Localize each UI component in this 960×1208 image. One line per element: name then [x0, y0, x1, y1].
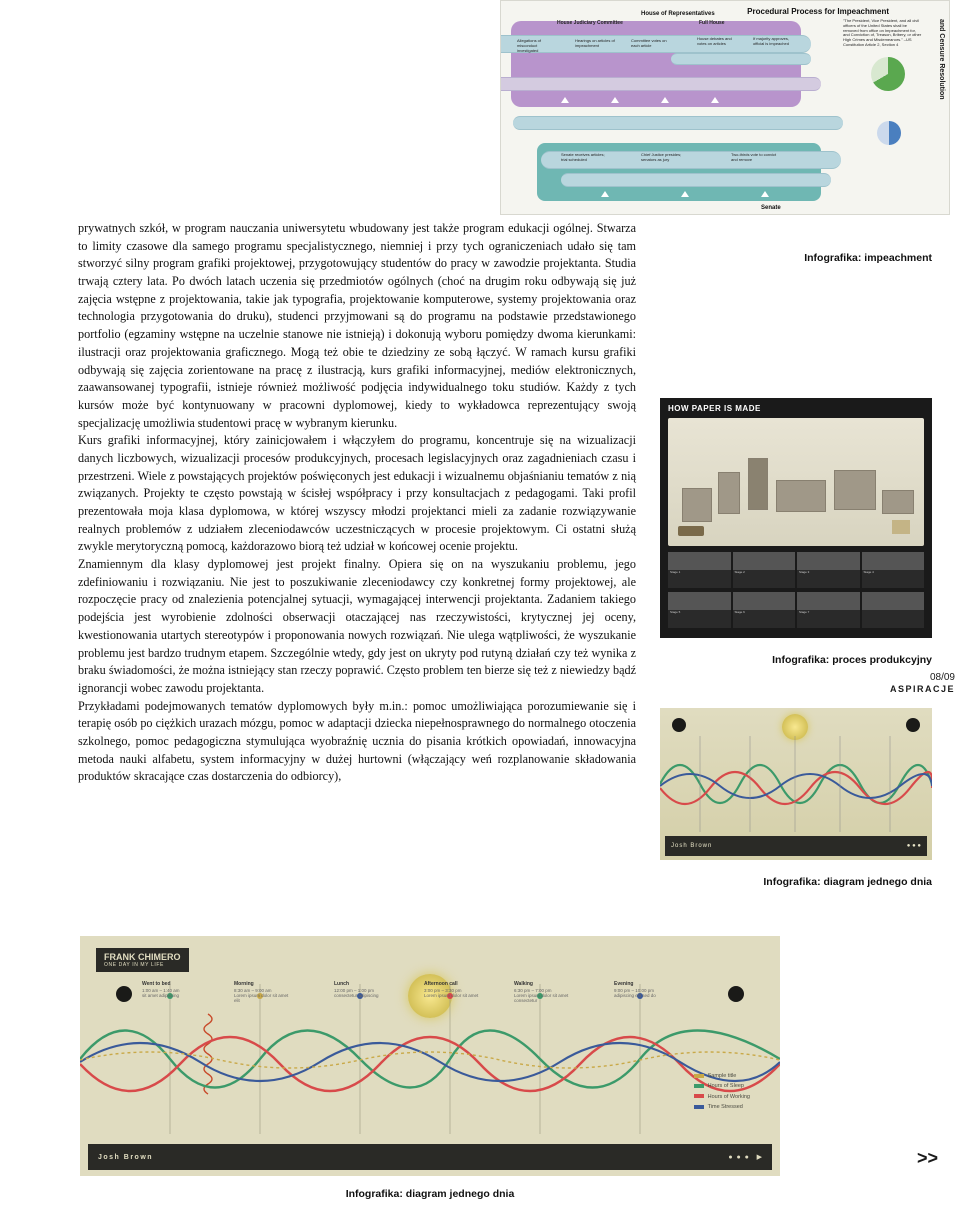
wave-chart-large — [80, 984, 780, 1134]
caption-day-bottom: Infografika: diagram jednego dnia — [300, 1188, 560, 1200]
tri-icon — [681, 191, 689, 197]
wave-chart — [660, 736, 932, 832]
tri-icon — [661, 97, 669, 103]
ribbon-lower — [513, 116, 843, 130]
house-label: House of Representatives — [641, 11, 715, 17]
machine-icon — [776, 480, 826, 512]
log-icon — [678, 526, 704, 536]
majority-pie-icon — [877, 121, 901, 145]
next-page-arrow[interactable]: >> — [917, 1148, 938, 1169]
stage: Stage 7 — [797, 592, 860, 628]
stage: Stage 4 — [862, 552, 925, 588]
isometric-view — [668, 418, 924, 546]
tri-icon — [561, 97, 569, 103]
name-band: Josh Brown ● ● ● — [665, 836, 927, 856]
stage: Stage 5 — [668, 592, 731, 628]
author-box: FRANK CHIMERO ONE DAY IN MY LIFE — [96, 948, 189, 972]
band-name: Josh Brown — [98, 1154, 153, 1161]
stage — [862, 592, 925, 628]
annotation: Went to bed 1:00 am – 1:40 am sit amet a… — [142, 982, 200, 998]
annotation: Walking 6:30 pm – 7:00 pm Lorem ipsum do… — [514, 982, 572, 1003]
stage-strip-2: Stage 5 Stage 6 Stage 7 — [668, 592, 924, 628]
annotation: Morning 8:30 am – 9:00 am Lorem ipsum do… — [234, 982, 292, 1003]
stage: Stage 3 — [797, 552, 860, 588]
node-4: House debates and votes on articles — [697, 37, 741, 47]
node-s3: Two-thirds vote to convict and remove — [731, 153, 781, 163]
caption-day-right: Infografika: diagram jednego dnia — [763, 876, 932, 888]
tri-icon — [601, 191, 609, 197]
stage-strip-1: Stage 1 Stage 2 Stage 3 Stage 4 — [668, 552, 924, 588]
censure-ribbon — [501, 77, 821, 91]
tri-icon — [611, 97, 619, 103]
box-icon — [892, 520, 910, 534]
house-sub2: Full House — [699, 20, 725, 26]
annotation: Evening 9:00 pm – 10:00 pm adipiscing el… — [614, 982, 672, 998]
caption-paper: Infografika: proces produkcyjny — [772, 654, 932, 666]
node-2: Hearings on articles of impeachment — [575, 39, 615, 49]
machine-icon — [682, 488, 712, 522]
band-dots: ● ● ● — [907, 843, 921, 849]
stage: Stage 6 — [733, 592, 796, 628]
day-diagram-small: Josh Brown ● ● ● — [660, 708, 932, 860]
node-5: If majority approves, official is impeac… — [753, 37, 797, 47]
moon-icon — [906, 718, 920, 732]
band-dots: ● ● ● ▶ — [728, 1153, 762, 1161]
stage: Stage 1 — [668, 552, 731, 588]
machine-icon — [718, 472, 740, 514]
body-paragraph: prywatnych szkół, w program nauczania un… — [78, 220, 636, 786]
day-diagram-large: FRANK CHIMERO ONE DAY IN MY LIFE — [80, 936, 780, 1176]
author-name: FRANK CHIMERO — [104, 952, 181, 962]
smokestack-icon — [748, 458, 768, 510]
machine-icon — [834, 470, 876, 510]
senate-ribbon2 — [561, 173, 831, 187]
machine-icon — [882, 490, 914, 514]
author-subtitle: ONE DAY IN MY LIFE — [104, 962, 181, 968]
twothirds-pie-icon — [871, 57, 905, 91]
paper-process-diagram: HOW PAPER IS MADE Stage 1 Stage 2 Stage … — [660, 398, 932, 638]
body-text: prywatnych szkół, w program nauczania un… — [78, 220, 636, 786]
annotation: Lunch 12:00 pm – 1:00 pm consectetur adi… — [334, 982, 392, 998]
constitution-quote: "The President, Vice President, and all … — [843, 19, 923, 48]
node-s2: Chief Justice presides; senators as jury — [641, 153, 691, 163]
annotation: Afternoon call 3:00 pm – 3:30 pm Lorem i… — [424, 982, 482, 998]
diagram-title: Procedural Process for Impeachment — [747, 7, 889, 16]
side-title: and Censure Resolution — [938, 19, 945, 100]
page-number: 08/09 — [930, 672, 955, 683]
wave-legend: Sample title Hours of Sleep Hours of Wor… — [694, 1071, 750, 1113]
bottom-band: Josh Brown ● ● ● ▶ — [88, 1144, 772, 1170]
senate-label: Senate — [761, 205, 781, 211]
house-sub1: House Judiciary Committee — [557, 20, 623, 26]
node-3: Committee votes on each article — [631, 39, 671, 49]
moon-icon — [672, 718, 686, 732]
node-1: Allegations of misconduct investigated — [517, 39, 557, 53]
tri-icon — [711, 97, 719, 103]
tri-icon — [761, 191, 769, 197]
impeachment-diagram: Procedural Process for Impeachment and C… — [500, 0, 950, 215]
magazine-name: ASPIRACJE — [890, 684, 955, 694]
paper-title: HOW PAPER IS MADE — [668, 404, 761, 413]
caption-impeachment: Infografika: impeachment — [804, 252, 932, 264]
stage: Stage 2 — [733, 552, 796, 588]
ribbon-mid — [671, 53, 811, 65]
band-name: Josh Brown — [671, 843, 712, 849]
node-s1: Senate receives articles; trial schedule… — [561, 153, 611, 163]
